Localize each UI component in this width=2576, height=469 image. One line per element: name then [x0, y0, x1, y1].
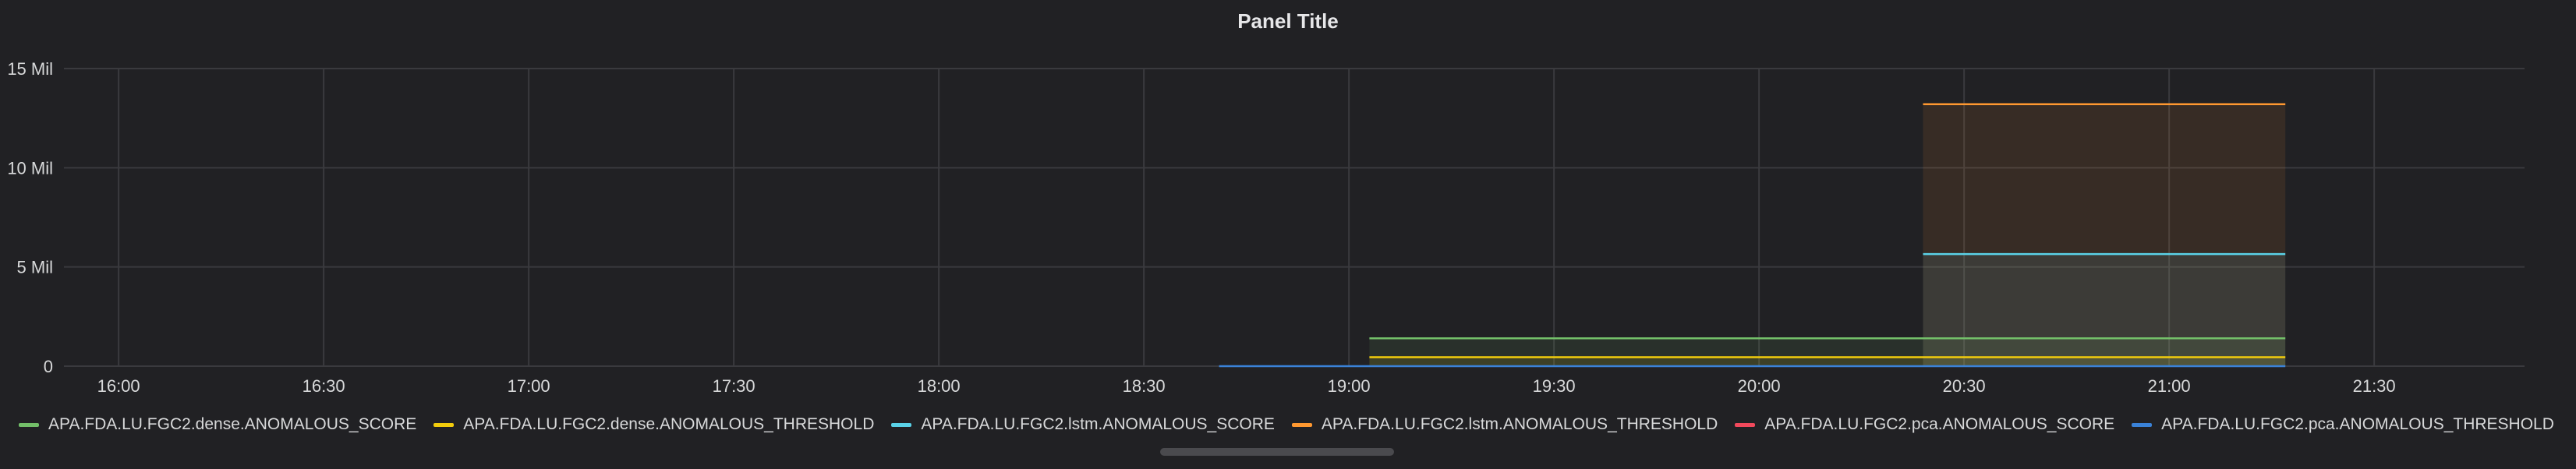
y-tick-label: 15 Mil [7, 59, 53, 79]
legend-swatch [433, 422, 455, 427]
x-tick-label: 19:00 [1328, 376, 1371, 396]
legend-item[interactable]: APA.FDA.LU.FGC2.pca.ANOMALOUS_SCORE [1735, 415, 2114, 434]
x-tick-label: 18:30 [1123, 376, 1166, 396]
legend-label: APA.FDA.LU.FGC2.pca.ANOMALOUS_THRESHOLD [2161, 415, 2554, 433]
x-tick-label: 20:00 [1738, 376, 1781, 396]
line-layer [1219, 103, 2286, 368]
legend-label: APA.FDA.LU.FGC2.dense.ANOMALOUS_THRESHOL… [463, 415, 875, 433]
legend-item[interactable]: APA.FDA.LU.FGC2.dense.ANOMALOUS_SCORE [19, 415, 416, 434]
x-tick-label: 19:30 [1533, 376, 1576, 396]
axis-labels: 0 5 Mil 10 Mil 15 Mil 16:00 16:30 17:00 17:30 18… [7, 59, 2395, 396]
legend-swatch [1735, 422, 1756, 427]
x-tick-label: 21:30 [2353, 376, 2396, 396]
grid-layer [64, 68, 2525, 367]
x-tick-label: 17:30 [713, 376, 755, 396]
x-tick-label: 17:00 [508, 376, 550, 396]
legend-swatch [19, 422, 39, 427]
horizontal-scrollbar[interactable] [1160, 448, 1394, 456]
y-tick-label: 0 [44, 357, 53, 376]
x-tick-label: 18:00 [918, 376, 961, 396]
panel-title[interactable]: Panel Title [1237, 9, 1339, 33]
legend-item[interactable]: APA.FDA.LU.FGC2.lstm.ANOMALOUS_SCORE [891, 415, 1275, 434]
legend: APA.FDA.LU.FGC2.dense.ANOMALOUS_SCORE APA… [19, 411, 2571, 438]
legend-label: APA.FDA.LU.FGC2.dense.ANOMALOUS_SCORE [48, 415, 417, 433]
y-tick-label: 5 Mil [17, 258, 53, 277]
legend-item[interactable]: APA.FDA.LU.FGC2.lstm.ANOMALOUS_THRESHOLD [1291, 415, 1718, 434]
legend-swatch [1291, 422, 1312, 427]
x-tick-label: 16:00 [97, 376, 140, 396]
y-tick-label: 10 Mil [7, 158, 53, 178]
series-area-3 [1923, 104, 2286, 367]
legend-swatch [891, 422, 912, 427]
series-area-0 [1369, 338, 2286, 366]
legend-label: APA.FDA.LU.FGC2.lstm.ANOMALOUS_THRESHOLD [1321, 415, 1718, 433]
x-tick-label: 20:30 [1943, 376, 1986, 396]
legend-label: APA.FDA.LU.FGC2.pca.ANOMALOUS_SCORE [1764, 415, 2115, 433]
x-tick-label: 21:00 [2148, 376, 2191, 396]
x-tick-label: 16:30 [303, 376, 345, 396]
legend-item[interactable]: APA.FDA.LU.FGC2.dense.ANOMALOUS_THRESHOL… [433, 415, 874, 434]
legend-label: APA.FDA.LU.FGC2.lstm.ANOMALOUS_SCORE [921, 415, 1275, 433]
area-layer [1369, 104, 2286, 367]
series-area-1 [1369, 357, 2286, 366]
legend-swatch [2132, 422, 2153, 427]
legend-item[interactable]: APA.FDA.LU.FGC2.pca.ANOMALOUS_THRESHOLD [2132, 415, 2554, 434]
